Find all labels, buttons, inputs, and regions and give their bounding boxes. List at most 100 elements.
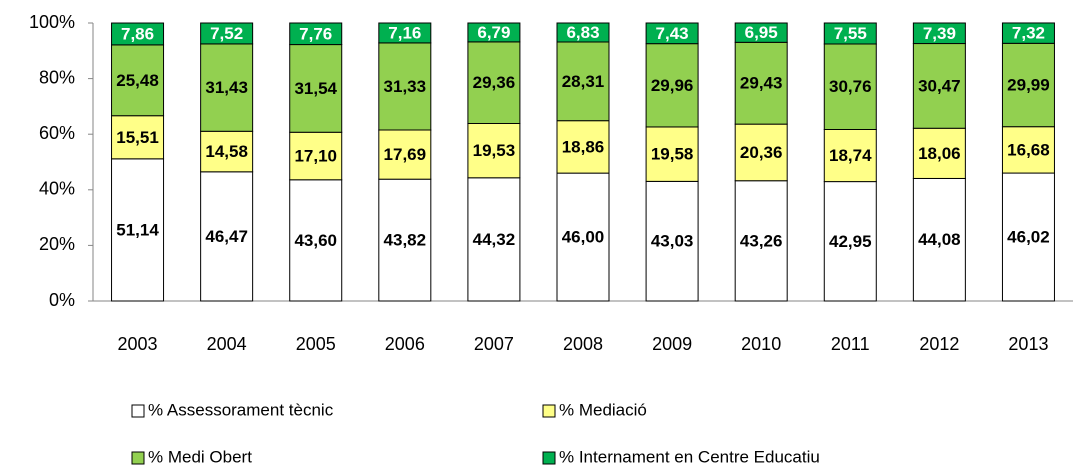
data-label: 18,74	[829, 146, 872, 165]
data-label: 19,53	[473, 141, 516, 160]
data-label: 30,47	[918, 76, 961, 95]
data-label: 29,96	[651, 76, 694, 95]
bar-segment	[556, 22, 610, 43]
legend-label: % Assessorament tècnic	[148, 400, 334, 419]
data-label: 7,16	[388, 23, 421, 42]
bar-segment	[111, 115, 165, 160]
data-label: 17,69	[384, 145, 427, 164]
data-label: 31,43	[205, 78, 248, 97]
data-label: 43,03	[651, 232, 694, 251]
data-label: 6,79	[477, 23, 510, 42]
data-label: 18,86	[562, 137, 605, 156]
bar-segment	[289, 131, 343, 181]
bar-segment	[645, 126, 699, 182]
data-label: 46,00	[562, 228, 605, 247]
bar-segment	[289, 179, 343, 302]
data-label: 15,51	[116, 128, 159, 147]
bar-segment	[912, 177, 966, 302]
bar-segment	[556, 120, 610, 174]
data-label: 46,47	[205, 227, 248, 246]
bar-segment	[645, 180, 699, 302]
bar-segment	[111, 158, 165, 302]
data-label: 7,32	[1012, 24, 1045, 43]
data-label: 43,26	[740, 231, 783, 250]
bar-segment	[467, 177, 521, 302]
data-label: 7,39	[923, 24, 956, 43]
data-label: 46,02	[1007, 228, 1050, 247]
bar-segment	[289, 22, 343, 46]
data-label: 42,95	[829, 232, 872, 251]
data-label: 28,31	[562, 72, 605, 91]
bar-segment	[1001, 126, 1055, 174]
data-label: 7,76	[299, 24, 332, 43]
legend-swatch	[131, 404, 145, 418]
x-tick-label: 2009	[652, 334, 692, 354]
legend-label: % Internament en Centre Educatiu	[559, 447, 820, 466]
bar-segment	[645, 43, 699, 128]
bar-segment	[912, 127, 966, 179]
x-tick-label: 2003	[118, 334, 158, 354]
x-tick-label: 2004	[207, 334, 247, 354]
bar-segment	[823, 181, 877, 302]
bar-segment	[734, 22, 788, 43]
data-label: 43,82	[384, 231, 427, 250]
bar-segment	[111, 44, 165, 117]
data-label: 43,60	[294, 231, 337, 250]
y-tick-label: 40%	[39, 179, 75, 199]
legend-label: % Mediació	[559, 400, 647, 419]
bar-segment	[378, 178, 432, 302]
data-label: 29,43	[740, 74, 783, 93]
data-label: 20,36	[740, 143, 783, 162]
data-label: 16,68	[1007, 140, 1050, 159]
x-tick-label: 2005	[296, 334, 336, 354]
bar-segment	[200, 22, 254, 45]
x-tick-label: 2006	[385, 334, 425, 354]
data-label: 7,55	[834, 24, 867, 43]
data-label: 44,08	[918, 230, 961, 249]
data-label: 29,99	[1007, 75, 1050, 94]
bar-segment	[823, 22, 877, 45]
bar-segment	[1001, 42, 1055, 128]
data-label: 30,76	[829, 77, 872, 96]
bar-segment	[200, 130, 254, 173]
bar-segment	[378, 42, 432, 131]
legend-swatch	[542, 404, 556, 418]
y-tick-label: 80%	[39, 67, 75, 87]
y-tick-label: 60%	[39, 123, 75, 143]
x-tick-label: 2013	[1008, 334, 1048, 354]
bar-segment	[289, 44, 343, 133]
bar-segment	[734, 180, 788, 302]
legend-swatch	[542, 451, 556, 465]
data-label: 7,43	[656, 24, 689, 43]
y-tick-label: 0%	[49, 290, 75, 310]
bar-segment	[1001, 172, 1055, 302]
bar-segment	[912, 22, 966, 45]
data-label: 6,83	[566, 23, 599, 42]
x-tick-label: 2012	[919, 334, 959, 354]
data-label: 44,32	[473, 230, 516, 249]
data-label: 31,33	[384, 77, 427, 96]
x-tick-label: 2010	[741, 334, 781, 354]
data-label: 19,58	[651, 145, 694, 164]
data-label: 7,52	[210, 24, 243, 43]
x-tick-label: 2011	[831, 334, 870, 354]
data-label: 17,10	[294, 147, 337, 166]
data-label: 29,36	[473, 73, 516, 92]
bar-segment	[823, 129, 877, 183]
y-tick-label: 100%	[29, 12, 75, 32]
bar-segment	[645, 22, 699, 45]
bar-segment	[734, 123, 788, 182]
bar-segment	[111, 22, 165, 46]
data-label: 51,14	[116, 220, 159, 239]
y-tick-label: 20%	[39, 234, 75, 254]
data-label: 25,48	[116, 71, 159, 90]
data-label: 31,54	[294, 79, 337, 98]
legend-swatch	[131, 451, 145, 465]
data-label: 6,95	[745, 23, 778, 42]
legend-label: % Medi Obert	[148, 447, 252, 466]
bar-segment	[200, 171, 254, 302]
bar-segment	[467, 22, 521, 43]
data-label: 14,58	[205, 142, 248, 161]
bar-segment	[467, 122, 521, 179]
